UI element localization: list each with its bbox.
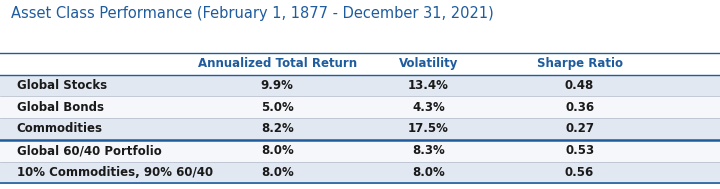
Bar: [0, 75, 720, 96]
Text: Asset Class Performance (February 1, 1877 - December 31, 2021): Asset Class Performance (February 1, 187…: [11, 6, 493, 21]
Text: 8.0%: 8.0%: [261, 144, 294, 157]
Text: 10% Commodities, 90% 60/40: 10% Commodities, 90% 60/40: [17, 166, 212, 179]
Bar: [0, 96, 720, 118]
Text: 13.4%: 13.4%: [408, 79, 449, 92]
Bar: [0, 118, 720, 140]
Text: Global 60/40 Portfolio: Global 60/40 Portfolio: [17, 144, 161, 157]
Bar: [0, 140, 720, 162]
Text: Commodities: Commodities: [17, 122, 102, 136]
Text: 0.53: 0.53: [565, 144, 594, 157]
Text: Global Stocks: Global Stocks: [17, 79, 107, 92]
Text: 17.5%: 17.5%: [408, 122, 449, 136]
Bar: [0, 53, 720, 75]
Text: 0.48: 0.48: [565, 79, 594, 92]
Text: 8.3%: 8.3%: [412, 144, 445, 157]
Text: 8.0%: 8.0%: [261, 166, 294, 179]
Text: 0.27: 0.27: [565, 122, 594, 136]
Text: 8.2%: 8.2%: [261, 122, 294, 136]
Text: Global Bonds: Global Bonds: [17, 101, 104, 114]
Bar: [0, 162, 720, 183]
Text: Annualized Total Return: Annualized Total Return: [197, 57, 357, 70]
Text: 0.56: 0.56: [565, 166, 594, 179]
Text: 4.3%: 4.3%: [412, 101, 445, 114]
Text: Sharpe Ratio: Sharpe Ratio: [536, 57, 623, 70]
Text: 0.36: 0.36: [565, 101, 594, 114]
Text: 9.9%: 9.9%: [261, 79, 294, 92]
Text: Volatility: Volatility: [399, 57, 458, 70]
Text: 8.0%: 8.0%: [412, 166, 445, 179]
Text: 5.0%: 5.0%: [261, 101, 294, 114]
